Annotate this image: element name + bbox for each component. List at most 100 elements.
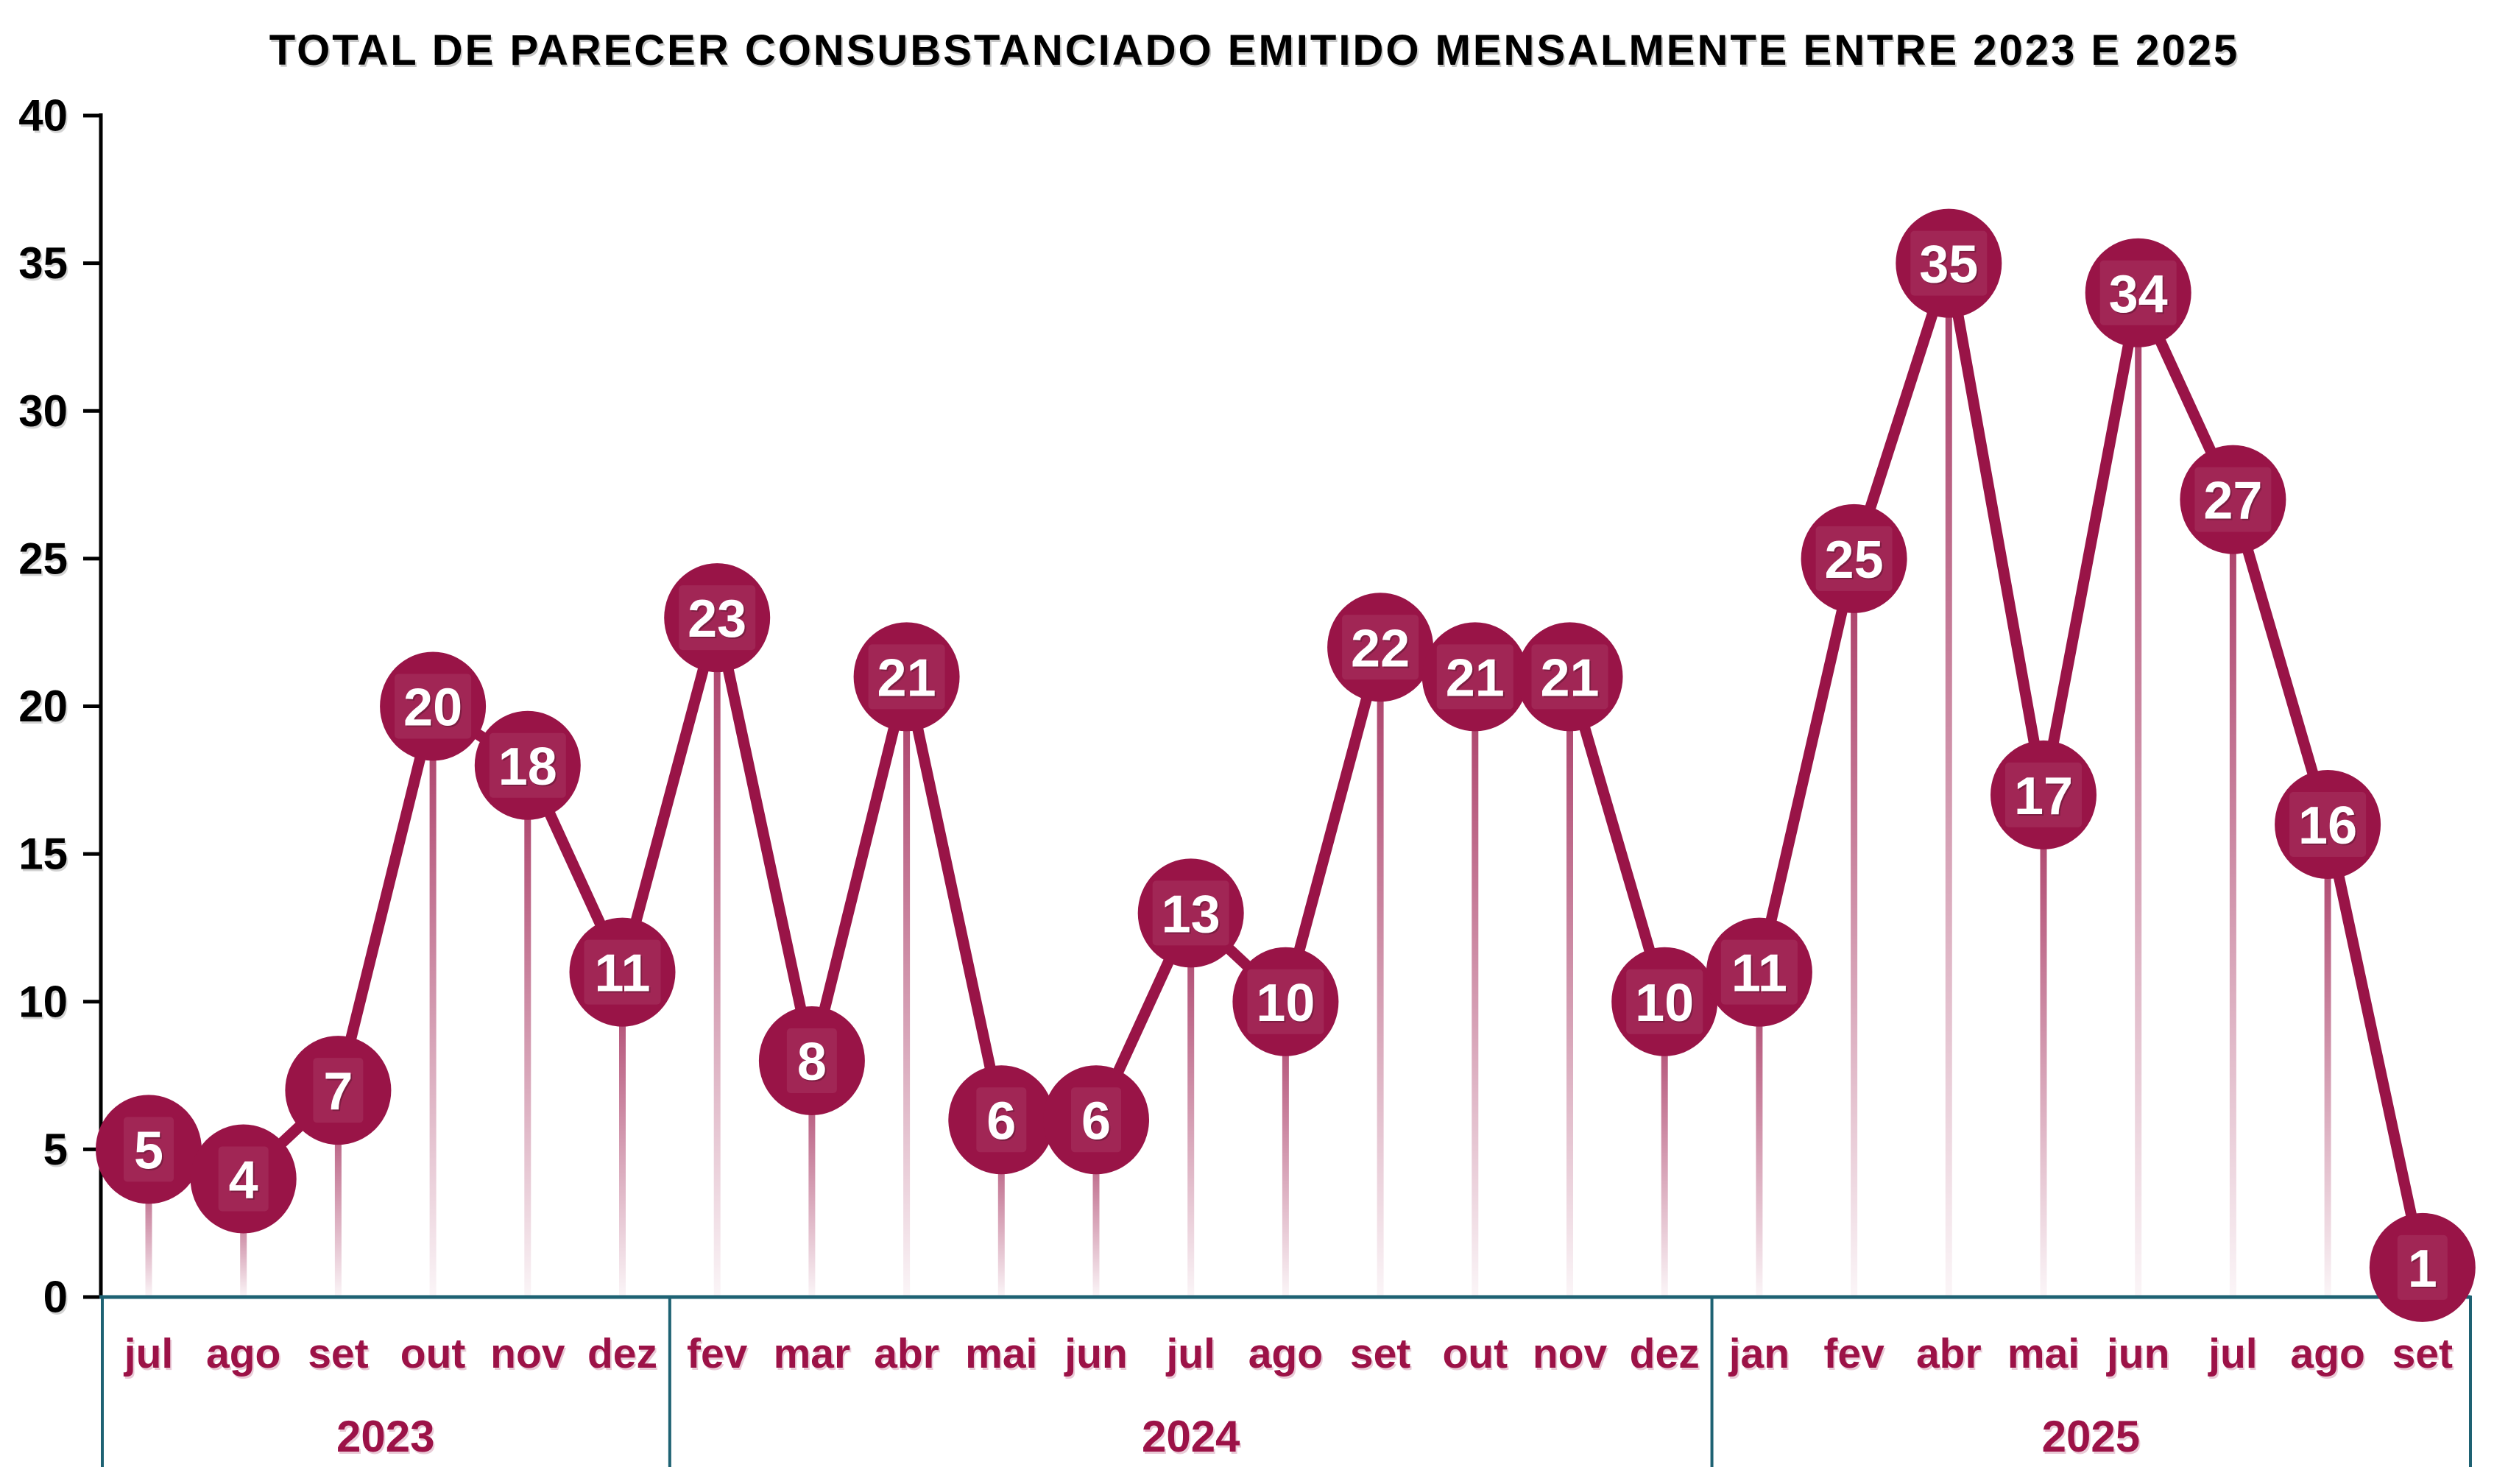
data-point: 8 xyxy=(758,1006,865,1115)
data-point-value: 25 xyxy=(1825,531,1884,590)
data-label-box xyxy=(868,644,945,710)
data-point-value: 6 xyxy=(1081,1092,1111,1151)
data-point-value: 21 xyxy=(1446,649,1505,707)
data-point-value: 21 xyxy=(1540,649,1599,707)
data-label-box xyxy=(1910,230,1988,296)
data-label-box xyxy=(313,1058,364,1123)
x-month-label: set xyxy=(308,1330,368,1377)
data-point-marker xyxy=(1611,947,1718,1056)
x-month-label: set xyxy=(2392,1330,2453,1377)
data-point-marker xyxy=(758,1006,865,1115)
x-month-label: nov xyxy=(1533,1330,1608,1377)
data-point-marker xyxy=(1706,917,1812,1027)
data-point-marker xyxy=(190,1124,297,1234)
data-point-marker xyxy=(1990,740,2097,849)
data-point: 16 xyxy=(2275,770,2381,879)
data-point-value: 1 xyxy=(2408,1240,2437,1298)
y-tick-label: 25 xyxy=(18,534,68,583)
data-label-box xyxy=(2005,762,2082,827)
data-point-marker xyxy=(1421,622,1528,732)
x-month-label: dez xyxy=(587,1330,657,1377)
x-month-label: mar xyxy=(774,1330,851,1377)
data-point-value: 21 xyxy=(877,649,936,707)
data-label-box xyxy=(1720,939,1798,1005)
data-point-value: 27 xyxy=(2203,472,2262,531)
x-month-label: jul xyxy=(1165,1330,1215,1377)
data-label-box xyxy=(2194,467,2272,532)
x-month-label: jun xyxy=(2106,1330,2169,1377)
y-tick-label: 5 xyxy=(43,1125,68,1174)
x-month-label: jan xyxy=(1728,1330,1790,1377)
data-point-value: 35 xyxy=(1919,236,1978,294)
y-tick-label: 10 xyxy=(18,977,68,1026)
data-point-marker xyxy=(1516,622,1623,732)
x-month-label: mai xyxy=(965,1330,1037,1377)
data-point-marker xyxy=(2180,445,2286,554)
data-point: 1 xyxy=(2369,1212,2476,1322)
data-point: 22 xyxy=(1327,593,1434,702)
x-month-label: fev xyxy=(687,1330,748,1377)
data-label-box xyxy=(1152,880,1229,946)
x-month-label: ago xyxy=(2290,1330,2364,1377)
x-month-label: set xyxy=(1350,1330,1410,1377)
x-month-label: out xyxy=(1442,1330,1508,1377)
data-point-marker xyxy=(2085,238,2191,347)
y-tick-label: 35 xyxy=(18,239,68,288)
data-point-marker xyxy=(1043,1065,1149,1175)
data-label-box xyxy=(1436,644,1513,710)
data-point-value: 5 xyxy=(134,1121,163,1180)
data-point-value: 22 xyxy=(1351,619,1410,678)
x-year-label: 2025 xyxy=(2042,1412,2140,1461)
data-point-marker xyxy=(1327,593,1434,702)
data-point: 10 xyxy=(1611,947,1718,1056)
data-point-marker xyxy=(380,651,487,761)
x-month-label: nov xyxy=(490,1330,565,1377)
data-point-value: 18 xyxy=(498,738,557,796)
data-point-marker xyxy=(1137,858,1244,968)
data-point: 13 xyxy=(1137,858,1244,968)
data-point-value: 23 xyxy=(688,590,746,649)
data-label-box xyxy=(1531,644,1608,710)
data-point: 23 xyxy=(664,563,771,673)
data-point-value: 20 xyxy=(403,679,462,738)
x-month-label: ago xyxy=(1248,1330,1323,1377)
x-month-label: jun xyxy=(1064,1330,1127,1377)
data-label-box xyxy=(2289,792,2367,857)
data-point-value: 17 xyxy=(2014,767,2073,826)
data-point: 18 xyxy=(474,710,581,820)
x-month-label: ago xyxy=(206,1330,280,1377)
x-year-label: 2023 xyxy=(336,1412,434,1461)
data-point: 34 xyxy=(2085,238,2191,347)
data-point-value: 6 xyxy=(986,1092,1016,1151)
data-point-marker xyxy=(1896,208,2002,318)
data-label-box xyxy=(976,1087,1027,1153)
data-point: 5 xyxy=(96,1095,202,1204)
data-label-box xyxy=(1626,969,1703,1034)
data-point-marker xyxy=(96,1095,202,1204)
data-point-value: 7 xyxy=(323,1062,353,1121)
x-month-label: abr xyxy=(1916,1330,1982,1377)
data-point: 21 xyxy=(1421,622,1528,732)
data-label-box xyxy=(786,1028,837,1093)
data-label-box xyxy=(1247,969,1324,1034)
data-point: 21 xyxy=(853,622,960,732)
x-month-label: jul xyxy=(2208,1330,2258,1377)
y-tick-label: 20 xyxy=(18,682,68,731)
data-point: 20 xyxy=(380,651,487,761)
data-point-marker xyxy=(1801,504,1907,613)
y-tick-label: 30 xyxy=(18,386,68,436)
data-label-box xyxy=(1342,615,1419,680)
data-point-marker xyxy=(285,1036,392,1145)
x-month-label: fev xyxy=(1823,1330,1884,1377)
data-point: 6 xyxy=(1043,1065,1149,1175)
data-point-marker xyxy=(853,622,960,732)
data-label-box xyxy=(1815,526,1893,591)
x-month-label: out xyxy=(400,1330,466,1377)
data-point-marker xyxy=(2369,1212,2476,1322)
data-label-box xyxy=(2397,1234,2448,1300)
data-label-box xyxy=(395,674,472,739)
data-point: 4 xyxy=(190,1124,297,1234)
data-point-marker xyxy=(664,563,771,673)
